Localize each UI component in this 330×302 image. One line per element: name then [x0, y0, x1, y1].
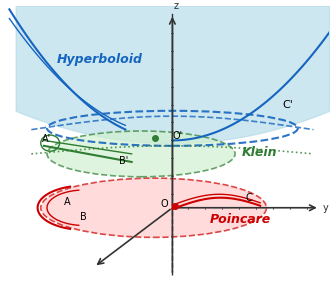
Text: z: z [174, 1, 179, 11]
Text: Klein: Klein [241, 146, 277, 159]
Text: B': B' [119, 156, 128, 165]
Text: O': O' [172, 131, 182, 141]
Text: C': C' [282, 100, 293, 111]
Text: A: A [64, 198, 71, 207]
Text: O: O [160, 199, 168, 209]
Text: C: C [246, 193, 252, 203]
Text: y: y [323, 203, 329, 213]
Text: B: B [80, 212, 86, 222]
Text: Hyperboloid: Hyperboloid [56, 53, 143, 66]
Text: A': A' [42, 134, 51, 144]
Ellipse shape [41, 178, 266, 237]
Text: Poincare: Poincare [210, 214, 271, 226]
Ellipse shape [47, 131, 235, 177]
